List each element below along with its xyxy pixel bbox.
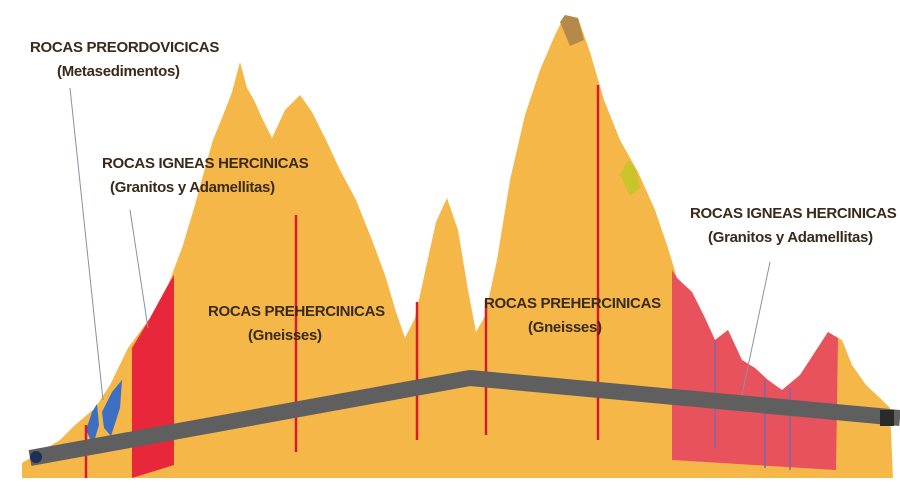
leader-preordo [69, 87, 104, 401]
leader-lines [69, 87, 771, 401]
metasediment-lens-2 [102, 380, 122, 436]
tunnel [28, 370, 900, 466]
summit-cap [560, 15, 584, 46]
label-igneas-right-sub: (Granitos y Adamellitas) [708, 229, 873, 246]
label-preordovicicas-title: ROCAS PREORDOVICICAS [30, 39, 219, 56]
tunnel-portal-west [30, 451, 42, 463]
tunnel-portal-east [880, 410, 894, 426]
label-prehercinicas-right-sub: (Gneisses) [528, 319, 602, 336]
leader-igneas-left [129, 209, 149, 329]
label-preordovicicas-sub: (Metasedimentos) [57, 63, 180, 80]
label-prehercinicas-left-sub: (Gneisses) [248, 327, 322, 344]
granite-body-right [672, 270, 838, 470]
metasediment-lens-1 [86, 404, 99, 445]
label-prehercinicas-left-title: ROCAS PREHERCINICAS [208, 303, 385, 320]
fault-lines [84, 85, 600, 478]
label-prehercinicas-right-title: ROCAS PREHERCINICAS [484, 295, 661, 312]
label-igneas-left-title: ROCAS IGNEAS HERCINICAS [102, 155, 309, 172]
olive-lens [620, 160, 640, 196]
granite-body-left [132, 275, 174, 478]
leader-igneas-right [741, 261, 771, 396]
label-igneas-left-sub: (Granitos y Adamellitas) [110, 179, 275, 196]
label-igneas-right-title: ROCAS IGNEAS HERCINICAS [690, 205, 897, 222]
